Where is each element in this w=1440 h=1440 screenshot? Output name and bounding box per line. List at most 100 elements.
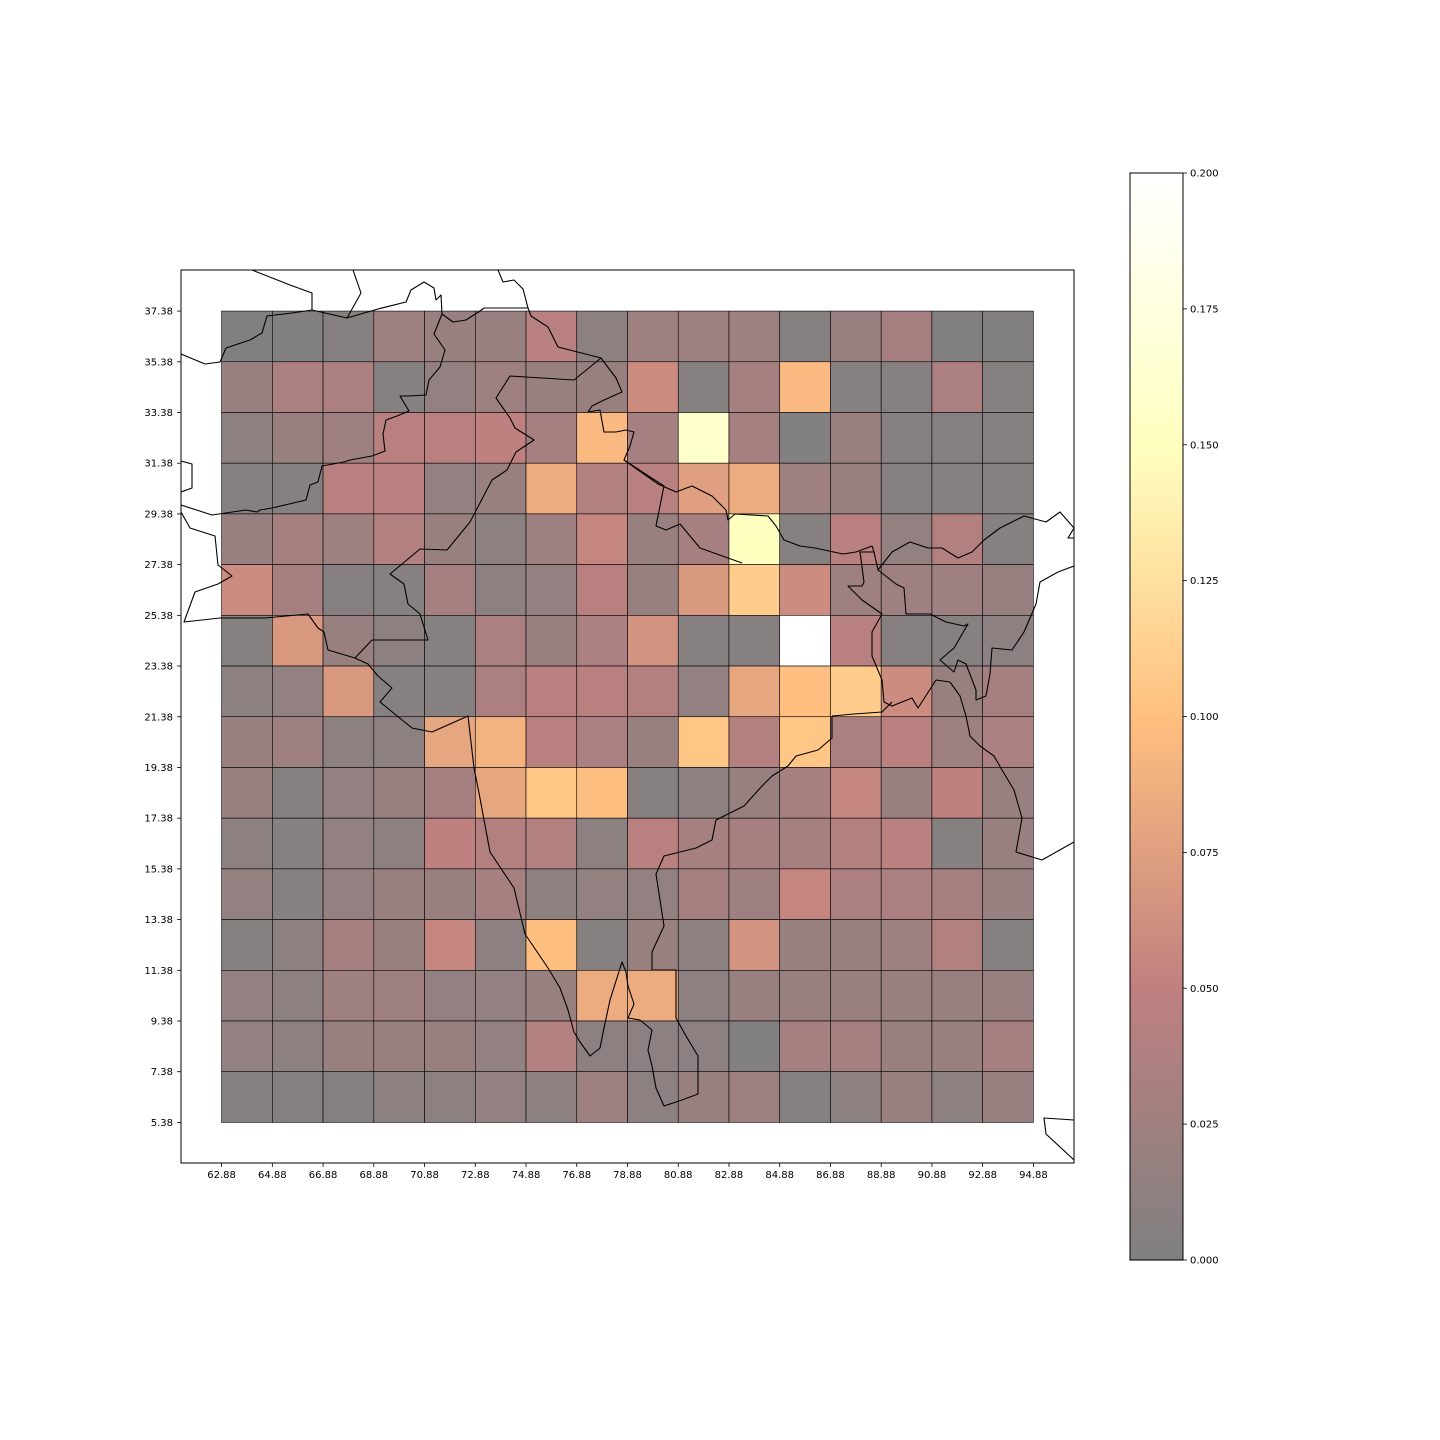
heatmap-cell [374,767,425,818]
heatmap-cell [932,412,983,463]
colorbar-tick-label: 0.075 [1190,848,1219,859]
colorbar-tick-label: 0.100 [1190,712,1219,723]
heatmap-cell [729,615,780,666]
heatmap-cell [374,818,425,869]
heatmap-cell [932,1072,983,1123]
heatmap-cell [577,869,628,920]
heatmap-cell [830,869,881,920]
heatmap-cell [526,565,577,616]
heatmap-cell [374,1021,425,1072]
heatmap-cell [678,362,729,413]
heatmap-cell [830,463,881,514]
heatmap-cell [881,920,932,971]
heatmap-cell [374,666,425,717]
heatmap-cell [780,615,831,666]
heatmap-cell [678,311,729,362]
heatmap-cell [323,514,374,565]
heatmap-cell [932,970,983,1021]
y-tick-label: 25.38 [144,611,173,622]
heatmap-cell [983,767,1034,818]
heatmap-cell [830,970,881,1021]
heatmap-cell [830,920,881,971]
heatmap-cell [881,463,932,514]
heatmap-cell [272,818,323,869]
heatmap-cell [780,1072,831,1123]
heatmap-cell [425,412,476,463]
colorbar: 0.200 0.175 0.150 0.125 0.100 0.075 0.050 0.025… [1130,169,1219,1267]
heatmap-cell [881,1021,932,1072]
heatmap-cell [323,412,374,463]
heatmap-cell [983,311,1034,362]
heatmap-cell [222,362,273,413]
colorbar-tick-label: 0.200 [1190,169,1219,180]
heatmap-cell [272,869,323,920]
heatmap-cell [222,514,273,565]
colorbar-gradient [1130,173,1183,1261]
heatmap-cell [678,615,729,666]
heatmap-cell [881,869,932,920]
heatmap-cell [323,666,374,717]
heatmap-cell [425,970,476,1021]
heatmap-cell [628,920,679,971]
y-tick-label: 35.38 [144,357,173,368]
y-tick-label: 27.38 [144,560,173,571]
x-tick-label: 72.88 [461,1170,490,1181]
heatmap-cell [729,920,780,971]
heatmap-cell [729,1021,780,1072]
heatmap-cell [780,1021,831,1072]
y-axis: 37.3835.3833.3831.3829.3827.3825.3823.38… [144,307,181,1129]
heatmap-cell [425,514,476,565]
heatmap-cell [425,565,476,616]
heatmap-cell [628,1072,679,1123]
heatmap-cell [729,463,780,514]
heatmap-cell [272,1072,323,1123]
y-tick-label: 9.38 [151,1017,173,1028]
heatmap-cell [222,412,273,463]
heatmap-cell [830,1021,881,1072]
heatmap-cell [374,463,425,514]
heatmap-cell [983,1021,1034,1072]
heatmap-cell [323,1072,374,1123]
heatmap-cell [577,818,628,869]
heatmap-cell [780,565,831,616]
heatmap-cell [729,970,780,1021]
heatmap-cell [983,412,1034,463]
heatmap-cell [678,920,729,971]
heatmap-cell [374,920,425,971]
heatmap-cell [222,818,273,869]
heatmap-cell [678,514,729,565]
x-tick-label: 82.88 [715,1170,744,1181]
heatmap-cell [932,920,983,971]
heatmap-cell [323,362,374,413]
heatmap-cell [830,1072,881,1123]
y-tick-label: 7.38 [151,1067,173,1078]
heatmap-cell [272,565,323,616]
colorbar-tick-label: 0.000 [1190,1256,1219,1267]
x-tick-label: 62.88 [207,1170,236,1181]
heatmap-cell [628,767,679,818]
heatmap-cell [577,920,628,971]
heatmap-cell [222,1072,273,1123]
heatmap-cell [425,666,476,717]
heatmap-cell [983,869,1034,920]
heatmap-cell [323,767,374,818]
heatmap-cell [526,717,577,768]
heatmap-cells [222,311,1034,1122]
heatmap-cell [577,767,628,818]
heatmap-cell [678,412,729,463]
heatmap-cell [526,1021,577,1072]
heatmap-cell [881,362,932,413]
heatmap-cell [780,362,831,413]
heatmap-cell [425,920,476,971]
heatmap-cell [323,920,374,971]
heatmap-cell [983,717,1034,768]
heatmap-cell [526,818,577,869]
heatmap-cell [881,514,932,565]
heatmap-cell [729,362,780,413]
colorbar-tick-label: 0.025 [1190,1120,1219,1131]
heatmap-cell [577,514,628,565]
heatmap-cell [983,514,1034,565]
heatmap-cell [780,818,831,869]
heatmap-cell [678,717,729,768]
